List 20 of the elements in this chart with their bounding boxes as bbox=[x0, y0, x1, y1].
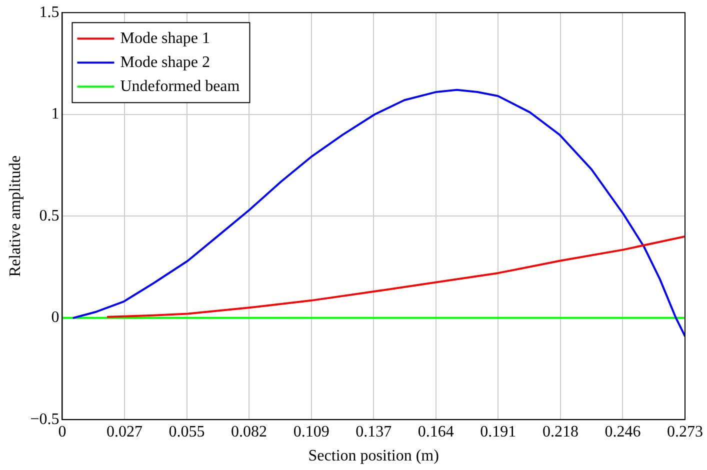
x-tick-label: 0.218 bbox=[542, 423, 578, 440]
x-tick-label: 0.273 bbox=[667, 423, 703, 440]
x-tick-label: 0.082 bbox=[231, 423, 268, 440]
x-tick-label: 0.191 bbox=[480, 423, 516, 440]
legend-label: Mode shape 2 bbox=[120, 54, 210, 71]
x-tick-label: 0.109 bbox=[293, 423, 330, 440]
x-axis-title: Section position (m) bbox=[308, 448, 439, 465]
x-tick-label: 0.246 bbox=[604, 423, 641, 440]
y-axis-title: Relative amplitude bbox=[6, 155, 24, 277]
legend-label: Undeformed beam bbox=[120, 78, 240, 95]
x-tick-label: 0.027 bbox=[106, 423, 142, 440]
y-tick-label: 0 bbox=[51, 309, 60, 326]
y-tick-label: 0.5 bbox=[39, 207, 60, 224]
x-tick-label: 0.137 bbox=[356, 423, 392, 440]
y-tick-label: −0.5 bbox=[30, 410, 60, 428]
x-tick-label: 0.164 bbox=[418, 423, 454, 440]
x-tick-label: 0.055 bbox=[168, 423, 205, 440]
legend-label: Mode shape 1 bbox=[120, 30, 210, 47]
y-tick-label: 1 bbox=[51, 106, 60, 123]
y-tick-label: 1.5 bbox=[39, 4, 60, 21]
